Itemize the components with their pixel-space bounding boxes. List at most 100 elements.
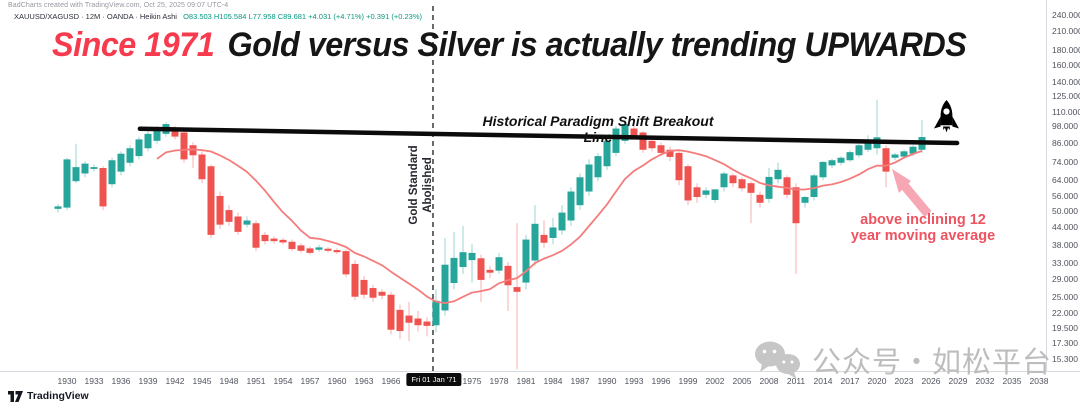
time-axis-label: 1987 [570,376,590,386]
price-axis-label: 44.000 [1052,221,1078,232]
candle-body [855,145,863,156]
time-axis-label: 2017 [840,376,860,386]
candle-body [369,288,377,298]
candle-body [225,210,233,222]
candle-body [819,161,827,178]
candle-body [387,294,395,330]
time-axis-label: 1975 [462,376,482,386]
price-axis-label: 38.000 [1052,239,1078,250]
candle-body [180,132,188,160]
time-axis-label: 1984 [543,376,563,386]
candle-body [864,140,872,150]
candle-body [639,132,647,150]
time-axis-label: 1951 [246,376,266,386]
time-axis-separator [0,371,1080,372]
time-axis-label: 1939 [138,376,158,386]
wechat-icon [755,341,800,379]
candle-body [396,309,404,332]
moving-average-note[interactable]: above inclining 12 year moving average [828,212,1018,244]
time-axis-label: 1954 [273,376,293,386]
headline-rest: Gold versus Silver is actually trending … [227,26,967,64]
candle-body [657,145,665,153]
candle-body [450,257,458,284]
ma-note-line1: above inclining 12 [860,212,986,228]
candle-body [792,187,800,224]
candle-body [378,291,386,296]
breakout-line-label[interactable]: Historical Paradigm Shift Breakout Line [482,113,714,145]
candle-body [54,206,62,209]
candle-body [675,152,683,181]
candle-body [846,152,854,161]
symbol-ohlc-values: O83.503 H105.584 L77.958 C89.681 +4.031 … [183,12,422,21]
candle-body [828,160,836,166]
time-axis-label: 2002 [705,376,725,386]
gold-standard-note[interactable]: Gold Standard Abolished [407,137,437,233]
candle-body [540,234,548,243]
gold-standard-line2: Abolished [422,157,434,213]
time-axis-label: 2026 [921,376,941,386]
candle-body [63,159,71,208]
breakout-trendline[interactable] [137,126,960,146]
price-axis-label: 125.000 [1052,91,1080,102]
symbol-legend[interactable]: XAUUSD/XAGUSD · 12M · OANDA · Heikin Ash… [14,12,422,21]
rocket-icon[interactable] [931,99,962,139]
candle-body [810,175,818,198]
tradingview-logo[interactable]: TradingView [8,390,89,402]
price-axis-label: 180.000 [1052,45,1080,56]
candle-body [252,223,260,248]
candle-body [117,153,125,172]
candle-body [567,191,575,221]
price-axis-label: 17.300 [1052,338,1078,349]
time-axis-label: 1957 [300,376,320,386]
wechat-watermark: 公众号・如松平台 [752,338,1052,382]
price-axis-label: 19.500 [1052,323,1078,334]
candle-body [684,166,692,201]
chart-headline[interactable]: Since 1971 Gold versus Silver is actually… [52,26,967,65]
ma-note-line2: year moving average [850,227,996,244]
candle-body [486,269,494,273]
candle-body [324,248,332,251]
candle-body [126,148,134,163]
candle-body [99,168,107,207]
candle-body [108,160,116,185]
candle-body [720,173,728,188]
time-axis-label: 2005 [732,376,752,386]
time-axis-label: 2029 [948,376,968,386]
annotation-arrow-shaft[interactable] [899,181,932,217]
candle-body [216,195,224,225]
annotation-arrow-head [892,169,911,193]
event-date-badge[interactable]: Fri 01 Jan '71 [406,373,462,386]
candle-body [297,245,305,251]
candle-body [729,175,737,184]
candle-body [441,264,449,311]
time-axis-label: 1996 [651,376,671,386]
time-axis-label: 1942 [165,376,185,386]
candle-body [603,140,611,167]
candle-body [783,177,791,195]
time-axis-label: 2020 [867,376,887,386]
candle-body [288,241,296,250]
price-axis-label: 29.000 [1052,273,1078,284]
candle-body [477,258,485,280]
time-axis-label: 2008 [759,376,779,386]
candle-body [342,251,350,275]
price-axis-label: 33.000 [1052,257,1078,268]
candle-body [207,166,215,235]
price-axis-label: 56.000 [1052,191,1078,202]
price-axis-label: 98.000 [1052,121,1078,132]
candle-body [495,257,503,271]
candle-body [900,151,908,157]
candle-body [801,197,809,203]
time-axis-label: 2014 [813,376,833,386]
candle-body [549,227,557,238]
candle-body [423,321,431,326]
moving-average-line[interactable] [156,148,923,304]
candle-body [468,252,476,261]
watermark-text: 公众号・如松平台 [812,347,1053,379]
candle-body [234,216,242,232]
price-axis-label: 64.000 [1052,174,1078,185]
candle-body [891,154,899,158]
time-axis-label: 1966 [381,376,401,386]
candle-body [306,248,314,253]
